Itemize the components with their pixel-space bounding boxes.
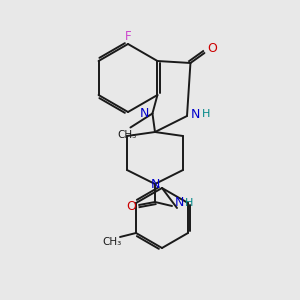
Text: O: O (208, 41, 218, 55)
Text: N: N (190, 107, 200, 121)
Text: H: H (202, 109, 210, 119)
Text: CH₃: CH₃ (118, 130, 137, 140)
Text: H: H (185, 198, 193, 208)
Text: F: F (125, 31, 131, 44)
Text: O: O (126, 200, 136, 214)
Text: N: N (174, 196, 184, 209)
Text: N: N (150, 178, 160, 191)
Text: N: N (140, 107, 149, 120)
Text: CH₃: CH₃ (102, 237, 122, 247)
